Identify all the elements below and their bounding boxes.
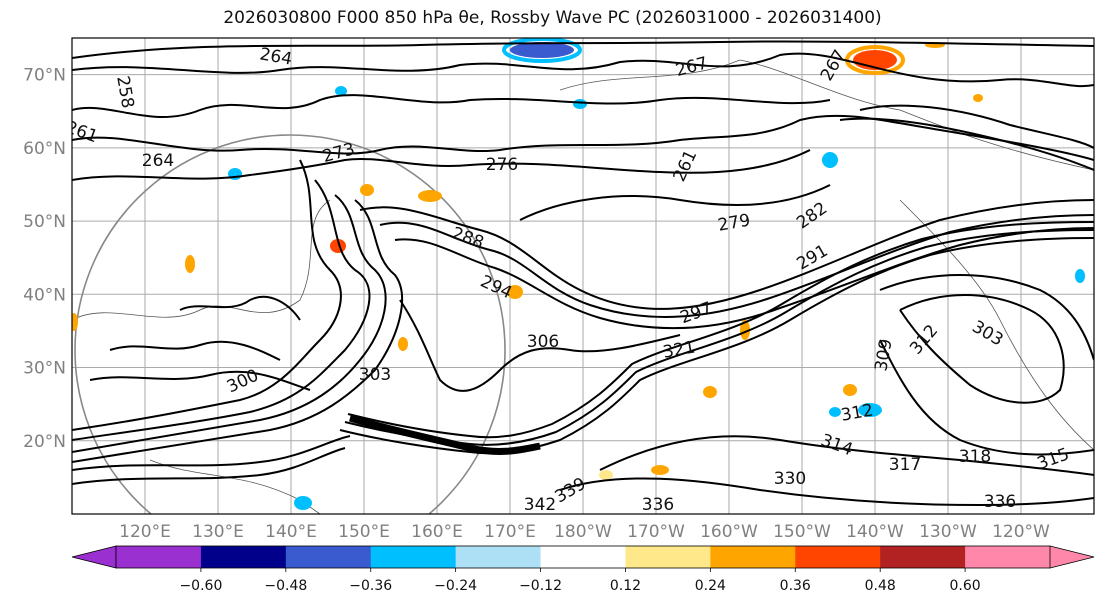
anomaly-patch	[822, 152, 838, 168]
lat-tick-label: 20°N	[23, 432, 66, 452]
lon-tick-label: 170°E	[484, 522, 536, 542]
contour-label: 342	[524, 495, 556, 515]
colorbar-segment	[625, 546, 711, 568]
shaded-anomalies	[72, 38, 1085, 510]
anomaly-patch	[294, 496, 312, 510]
contour-label: 330	[774, 469, 806, 489]
anomaly-patch	[418, 190, 442, 202]
lat-tick-label: 70°N	[23, 66, 66, 86]
contour-label: 306	[527, 332, 559, 352]
anomaly-patch	[599, 470, 613, 480]
anomaly-patch	[703, 386, 717, 398]
lat-tick-label: 30°N	[23, 359, 66, 379]
lon-tick-label: 180°W	[554, 522, 612, 542]
lat-tick-label: 60°N	[23, 139, 66, 159]
anomaly-patch	[858, 403, 882, 417]
lon-tick-label: 130°W	[919, 522, 977, 542]
colorbar-segment	[965, 546, 1051, 568]
theta-e-gradient-band	[348, 414, 541, 455]
lon-tick-label: 120°E	[119, 522, 171, 542]
colorbar-tick-label: 0.36	[780, 578, 811, 594]
anomaly-patch	[360, 184, 374, 196]
graticule	[72, 38, 1094, 514]
colorbar-segment	[540, 546, 626, 568]
colorbar-extend-low	[71, 545, 117, 569]
colorbar-extend-high	[1049, 545, 1095, 569]
lon-tick-label: 150°E	[338, 522, 390, 542]
lon-tick-label: 150°W	[773, 522, 831, 542]
lon-tick-label: 170°W	[627, 522, 685, 542]
lat-tick-label: 50°N	[23, 212, 66, 232]
colorbar-tick-label: 0.12	[610, 578, 641, 594]
anomaly-patch	[330, 239, 346, 253]
anomaly-patch	[335, 86, 347, 96]
colorbar-segment	[285, 546, 372, 568]
contour-label: 303	[359, 365, 391, 385]
anomaly-patch	[973, 94, 983, 102]
colorbar-tick-label: −0.36	[349, 578, 392, 594]
anomaly-patch	[1075, 269, 1085, 283]
lon-tick-label: 160°W	[700, 522, 758, 542]
anomaly-patch	[651, 465, 669, 475]
colorbar-tick-label: −0.48	[264, 578, 307, 594]
colorbar-segment	[880, 546, 966, 568]
map-frame	[71, 37, 1095, 515]
colorbar-tick-label: −0.24	[434, 578, 477, 594]
contour-label: 318	[959, 447, 991, 467]
anomaly-patch	[185, 255, 195, 273]
colorbar-tick-labels: −0.60 −0.48 −0.36 −0.24 −0.12 0.12 0.24 0.36 0.4…	[179, 568, 981, 594]
lon-tick-label: 140°E	[265, 522, 317, 542]
contour-label: 264	[142, 151, 174, 171]
colorbar-tick-label: −0.60	[179, 578, 222, 594]
contour-label: 336	[984, 492, 1016, 512]
colorbar-tick-label: 0.60	[950, 578, 981, 594]
theta-e-contours	[72, 40, 1094, 506]
longitude-labels: 120°E 130°E 140°E 150°E 160°E 170°E 180°W 170°W…	[119, 522, 1050, 542]
colorbar-tick-label: 0.48	[865, 578, 896, 594]
colorbar-segment	[455, 546, 542, 568]
contour-label: 336	[642, 495, 674, 515]
anomaly-patch	[507, 285, 523, 299]
lon-tick-label: 120°W	[992, 522, 1050, 542]
contour-label: 276	[486, 155, 518, 175]
colorbar-tick-label: −0.12	[519, 578, 562, 594]
colorbar-segment	[370, 546, 457, 568]
colorbar: −0.60 −0.48 −0.36 −0.24 −0.12 0.12 0.24 0.36 0.4…	[71, 545, 1095, 594]
colorbar-frame	[115, 545, 1051, 569]
latitude-labels: 70°N 60°N 50°N 40°N 30°N 20°N	[23, 66, 66, 452]
anomaly-patch	[502, 38, 582, 63]
lon-tick-label: 140°W	[846, 522, 904, 542]
contour-label: 317	[889, 455, 921, 475]
lon-tick-label: 130°E	[192, 522, 244, 542]
domain-circle	[74, 134, 506, 514]
colorbar-segment	[200, 546, 287, 568]
lat-tick-label: 40°N	[23, 285, 66, 305]
anomaly-patch	[829, 407, 841, 417]
anomaly-patch	[573, 99, 587, 109]
lon-tick-label: 160°E	[411, 522, 463, 542]
anomaly-patch	[510, 42, 574, 58]
colorbar-tick-label: 0.24	[695, 578, 726, 594]
anomaly-patch	[398, 337, 408, 351]
anomaly-patch	[740, 320, 750, 340]
colorbar-segment	[710, 546, 796, 568]
colorbar-segment	[116, 546, 202, 568]
figure-title: 2026030800 F000 850 hPa θe, Rossby Wave …	[223, 8, 882, 28]
anomaly-patch	[72, 313, 78, 331]
colorbar-segment	[795, 546, 881, 568]
anomaly-patch	[843, 384, 857, 396]
